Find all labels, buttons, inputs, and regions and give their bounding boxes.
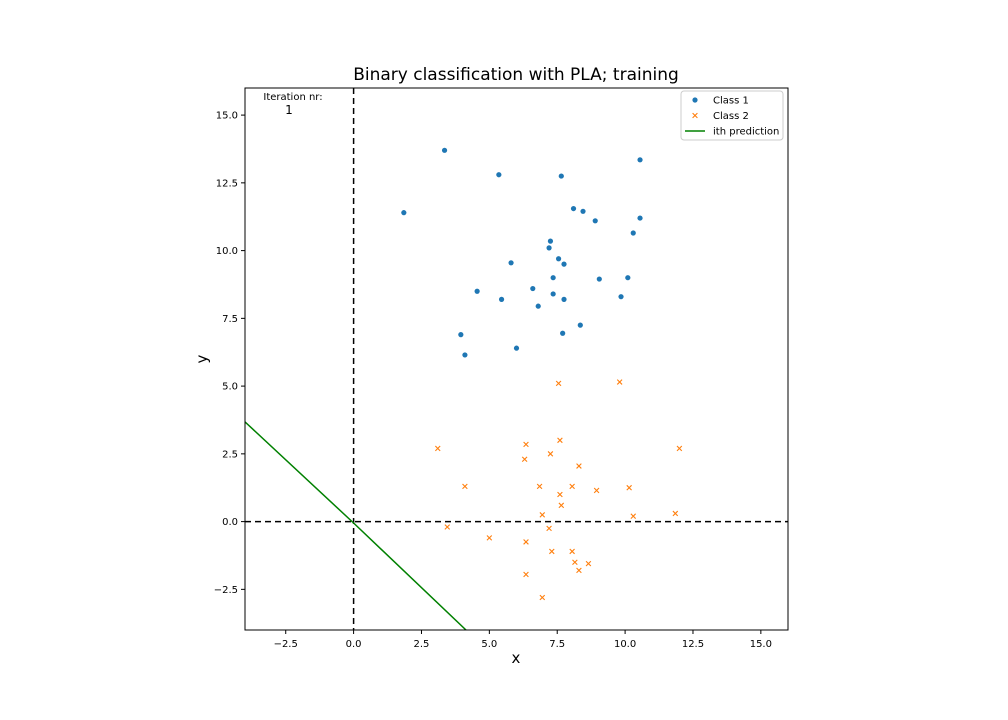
class-1-point xyxy=(441,147,448,153)
class-1-point xyxy=(558,173,564,179)
y-tick-label: 0.0 xyxy=(222,517,238,528)
class-2-point xyxy=(521,456,528,463)
class-2-point xyxy=(546,525,552,532)
class-2-point xyxy=(630,513,637,519)
x-tick-label: 15.0 xyxy=(750,639,772,650)
class-1-point xyxy=(580,208,586,214)
class-1-point xyxy=(401,210,407,216)
legend-label: ith prediction xyxy=(713,127,779,138)
class-1-point xyxy=(535,303,541,309)
class-1-point xyxy=(577,322,583,328)
class-1-point xyxy=(508,260,514,266)
class-1-point xyxy=(561,261,567,267)
class-1-point xyxy=(513,345,520,351)
class-2-point xyxy=(555,380,562,387)
class-2-point xyxy=(444,524,451,530)
class-1-point xyxy=(547,238,554,244)
y-tick-label: 15.0 xyxy=(216,111,238,122)
class-1-point xyxy=(637,215,643,221)
iteration-label: Iteration nr: xyxy=(263,92,322,103)
legend-x-swatch xyxy=(692,112,698,119)
class-1-point xyxy=(592,218,598,224)
class-2-point xyxy=(547,451,554,457)
legend-box xyxy=(680,90,784,141)
class-2-point xyxy=(523,539,529,545)
class-1-point xyxy=(550,275,556,281)
class-2-point xyxy=(486,535,493,541)
class-2-point xyxy=(576,463,582,469)
chart-title: Binary classification with PLA; training xyxy=(353,65,679,85)
x-tick-label: −2.5 xyxy=(274,639,298,650)
class-2-point xyxy=(523,571,529,578)
legend-item: Class 2 xyxy=(692,111,749,122)
class-1-point xyxy=(496,172,502,178)
legend-circle-swatch xyxy=(692,97,698,103)
x-axis-ticks: −2.5 0.0 2.5 5.0 7.5 10.0 12.5 15.0 xyxy=(274,630,772,650)
class-1-point xyxy=(458,332,464,338)
class-1-point xyxy=(560,330,566,336)
x-tick-label: 2.5 xyxy=(414,639,430,650)
class-1-point xyxy=(637,157,643,163)
y-tick-label: 2.5 xyxy=(222,449,238,460)
class-2-point xyxy=(434,445,441,452)
class-1-point xyxy=(625,275,631,281)
reference-lines xyxy=(245,88,788,630)
y-tick-label: 10.0 xyxy=(216,246,238,257)
class-2-point xyxy=(462,483,468,490)
class-2-point xyxy=(558,502,565,509)
class-1-point xyxy=(555,256,562,262)
legend-label: Class 1 xyxy=(713,96,749,107)
class-2-point xyxy=(593,487,600,494)
class-2-point xyxy=(523,441,529,448)
class-2-point xyxy=(557,437,563,444)
legend-item: Class 1 xyxy=(692,96,749,107)
class-2-point xyxy=(672,510,679,517)
class-2-point xyxy=(572,559,578,566)
x-tick-label: 0.0 xyxy=(346,639,362,650)
class-2-point xyxy=(616,379,623,385)
legend-label: Class 2 xyxy=(713,111,749,122)
class-1-point xyxy=(618,294,624,300)
class-2-point xyxy=(576,567,582,574)
class-1-point xyxy=(550,291,556,297)
iteration-value: 1 xyxy=(285,103,293,117)
class-1-point xyxy=(596,276,602,282)
class-2-point xyxy=(585,560,592,567)
class-1-point xyxy=(546,245,552,251)
class-1-point xyxy=(570,205,577,212)
y-tick-label: 12.5 xyxy=(216,178,238,189)
x-axis-label: x xyxy=(512,649,521,667)
class-2-point xyxy=(626,484,632,491)
x-tick-label: 7.5 xyxy=(549,639,565,650)
legend: Class 1 Class 2 ith prediction xyxy=(680,90,784,141)
class-1-point xyxy=(530,285,536,292)
class-2-point xyxy=(676,445,683,452)
class-1-point xyxy=(474,288,480,294)
class-2-point xyxy=(569,548,575,555)
class-2-point xyxy=(557,491,563,498)
class-1-point xyxy=(498,296,505,302)
class-1-point xyxy=(462,352,468,358)
class-2-point xyxy=(536,483,543,490)
class-2-point xyxy=(539,594,546,601)
x-tick-label: 12.5 xyxy=(682,639,704,650)
series-layer xyxy=(245,147,683,630)
legend-item: ith prediction xyxy=(685,127,779,138)
x-tick-label: 5.0 xyxy=(481,639,497,650)
class-1-point xyxy=(561,296,567,302)
y-axis-label: y xyxy=(193,354,211,363)
y-axis-ticks: −2.5 0.0 2.5 5.0 7.5 10.0 12.5 15.0 xyxy=(214,111,245,596)
y-tick-label: 7.5 xyxy=(222,314,238,325)
y-tick-label: −2.5 xyxy=(214,585,238,596)
x-tick-label: 10.0 xyxy=(614,639,636,650)
prediction-line xyxy=(245,421,467,630)
class-2-point xyxy=(549,548,555,555)
class-1-point xyxy=(630,230,636,236)
class-2-point xyxy=(569,483,575,490)
y-tick-label: 5.0 xyxy=(222,382,238,393)
plot-area-frame xyxy=(244,87,789,631)
class-2-point xyxy=(539,512,546,518)
